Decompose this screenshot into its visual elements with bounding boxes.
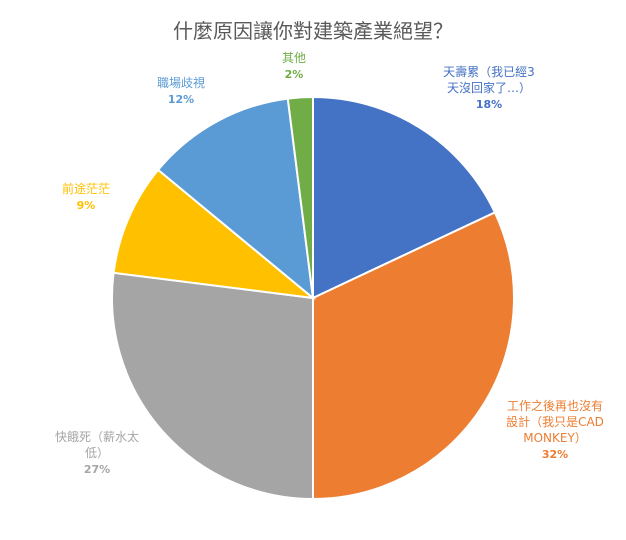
pie-slice bbox=[111, 271, 314, 501]
slice-percent: 32% bbox=[542, 448, 568, 461]
slice-percent: 27% bbox=[84, 463, 110, 476]
slice-label-line: MONKEY） bbox=[523, 431, 587, 445]
slice-percent: 2% bbox=[285, 68, 304, 81]
slice-percent: 18% bbox=[476, 98, 502, 111]
pie-slice bbox=[312, 95, 497, 300]
slice-label-line: 設計（我只是CAD bbox=[506, 414, 604, 429]
slice-label-line: 前途茫茫 bbox=[62, 181, 110, 196]
slice-percent: 9% bbox=[77, 199, 96, 212]
pie-slice bbox=[286, 95, 314, 299]
slice-label: 前途茫茫 9% bbox=[62, 181, 110, 212]
pie-slice bbox=[312, 211, 515, 501]
slice-label-line: 工作之後再也沒有 bbox=[507, 399, 603, 413]
slice-label-line: 快餓死（薪水太 bbox=[55, 429, 139, 444]
slice-label-line: 天沒回家了…） bbox=[447, 80, 531, 95]
slice-label-line: 天壽累（我已經3 bbox=[443, 64, 535, 79]
slice-label: 工作之後再也沒有設計（我只是CAD MONKEY） 32% bbox=[506, 399, 604, 461]
slice-label: 天壽累（我已經3 天沒回家了…） 18% bbox=[443, 64, 535, 111]
slice-label: 其他 2% bbox=[282, 51, 306, 81]
pie-slice bbox=[112, 168, 317, 300]
slice-label: 快餓死（薪水太低） 27% bbox=[55, 429, 139, 476]
pie-slice bbox=[156, 97, 315, 301]
chart-title: 什麼原因讓你對建築產業絕望？ bbox=[173, 19, 453, 43]
slice-percent: 12% bbox=[168, 93, 194, 106]
slice-label-line: 職場歧視 bbox=[157, 75, 205, 90]
slice-label-line: 其他 bbox=[282, 51, 306, 65]
slice-label: 職場歧視 12% bbox=[157, 75, 205, 106]
slice-label-line: 低） bbox=[85, 446, 109, 460]
